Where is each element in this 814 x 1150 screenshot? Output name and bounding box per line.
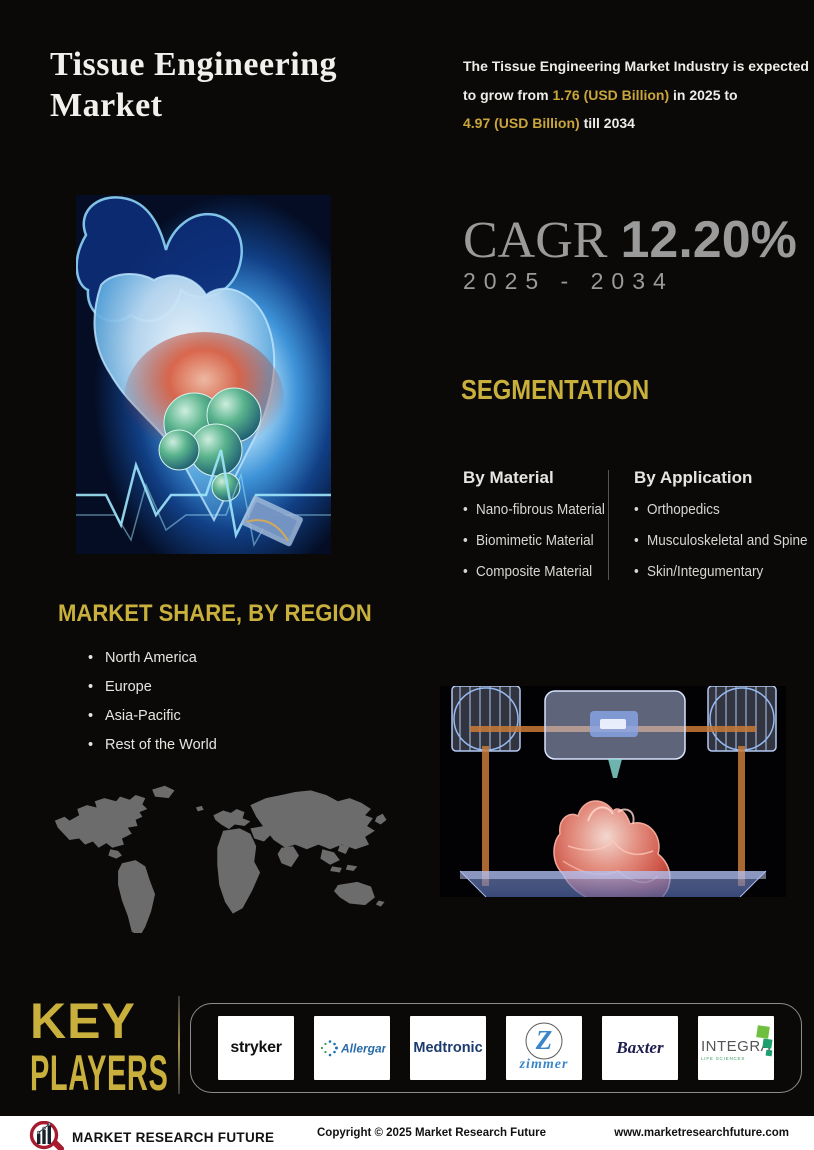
svg-text:Z: Z xyxy=(535,1025,553,1055)
svg-text:INTEGRA: INTEGRA xyxy=(701,1038,771,1055)
svg-text:Allergan: Allergan xyxy=(340,1041,386,1055)
svg-text:LIFE SCIENCES: LIFE SCIENCES xyxy=(701,1056,745,1061)
svg-text:zimmer: zimmer xyxy=(519,1057,569,1072)
